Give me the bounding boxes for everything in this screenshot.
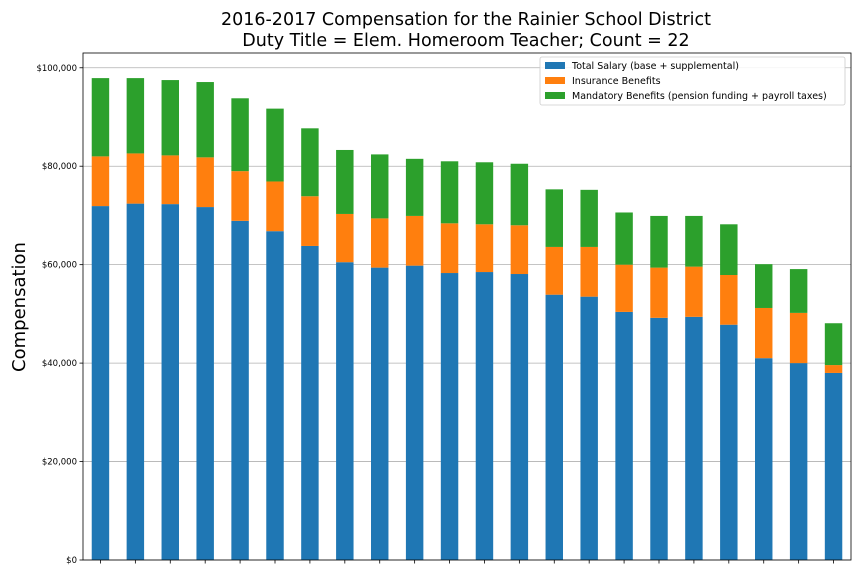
bar-segment-series-1 [545,246,563,295]
bar-segment-series-0 [161,204,179,560]
axes: $0 $20,000 $40,000 $60,000 $80,000 $100,000 [36,52,852,566]
bar-segment-series-1 [231,171,249,221]
bar-segment-series-2 [650,215,668,268]
y-tick-label: $0 [66,556,77,566]
bar-segment-series-2 [231,98,249,172]
bar-segment-series-2 [580,189,598,247]
bar-segment-series-1 [685,266,703,317]
bar-segment-series-0 [336,262,354,560]
bar-segment-series-0 [650,317,668,560]
bar-segment-series-0 [301,245,319,561]
bar-segment-series-0 [685,316,703,560]
bar-segment-series-2 [196,82,214,158]
bar-segment-series-1 [755,307,773,359]
bar-segment-series-2 [545,189,563,247]
legend-label-2: Mandatory Benefits (pension funding + pa… [572,91,827,102]
bar-segment-series-2 [824,323,843,366]
bar-segment-series-2 [336,149,354,214]
bars [91,78,843,561]
bar-segment-series-0 [405,265,424,560]
bar-segment-series-2 [685,215,703,267]
chart-title: 2016-2017 Compensation for the Rainier S… [221,10,711,30]
bar-segment-series-2 [615,212,633,265]
legend-label-0: Total Salary (base + supplemental) [571,61,739,72]
legend-swatch-0 [545,62,565,69]
bar-segment-series-2 [440,161,459,224]
legend-label-1: Insurance Benefits [572,76,661,87]
bar-segment-series-2 [475,162,494,225]
legend-swatch-2 [545,92,565,99]
bar-segment-series-0 [266,231,284,560]
bar-segment-series-1 [824,365,843,373]
bar-segment-series-0 [91,206,110,560]
bar-segment-series-2 [91,78,110,157]
bar-segment-series-2 [126,78,145,154]
bar-segment-series-0 [440,273,459,560]
bar-segment-series-2 [720,224,738,275]
bar-segment-series-1 [91,156,110,207]
bar-segment-series-0 [475,272,494,560]
bar-segment-series-1 [126,153,145,204]
bar-segment-series-1 [266,181,284,232]
bar-segment-series-1 [161,155,179,205]
bar-segment-series-2 [789,269,808,313]
bar-segment-series-1 [720,274,738,325]
legend-swatch-1 [545,77,565,84]
bar-segment-series-1 [440,223,459,274]
bar-segment-series-0 [371,267,389,560]
bar-segment-series-1 [580,246,598,297]
plot-frame [82,52,852,561]
bar-segment-series-0 [824,372,843,560]
bar-segment-series-2 [301,128,319,197]
bar-segment-series-1 [336,213,354,263]
bar-segment-series-0 [545,294,563,560]
bar-segment-series-2 [371,154,389,219]
bar-segment-series-1 [196,157,214,208]
bar-segment-series-0 [126,203,145,561]
bar-segment-series-2 [405,158,424,216]
legend-frame [539,56,846,106]
bar-segment-series-2 [266,108,284,182]
bar-segment-series-1 [301,196,319,246]
bar-segment-series-0 [615,311,633,560]
bar-segment-series-0 [231,220,249,561]
y-tick-label: $60,000 [42,261,77,271]
bar-segment-series-0 [720,324,738,560]
y-tick-label: $80,000 [42,162,77,172]
bar-segment-series-1 [510,225,529,275]
bar-segment-series-2 [510,163,529,226]
bar-segment-series-1 [650,267,668,318]
y-axis-label: Compensation [9,242,30,372]
bar-segment-series-1 [475,224,494,273]
bar-segment-series-1 [615,264,633,312]
bar-segment-series-1 [371,218,389,268]
bar-segment-series-0 [196,207,214,560]
bar-segment-series-1 [789,312,808,364]
legend: Total Salary (base + supplemental) Insura… [539,56,846,106]
bar-segment-series-2 [161,80,179,156]
y-tick-label: $40,000 [42,359,77,369]
bar-segment-series-0 [510,274,529,560]
bar-segment-series-0 [789,363,808,560]
bar-segment-series-0 [580,296,598,560]
bar-segment-series-0 [755,358,773,560]
y-tick-label: $20,000 [42,458,77,468]
bar-segment-series-2 [755,264,773,308]
chart-subtitle: Duty Title = Elem. Homeroom Teacher; Cou… [242,31,689,51]
y-tick-label: $100,000 [36,64,77,74]
bar-segment-series-1 [405,215,424,266]
